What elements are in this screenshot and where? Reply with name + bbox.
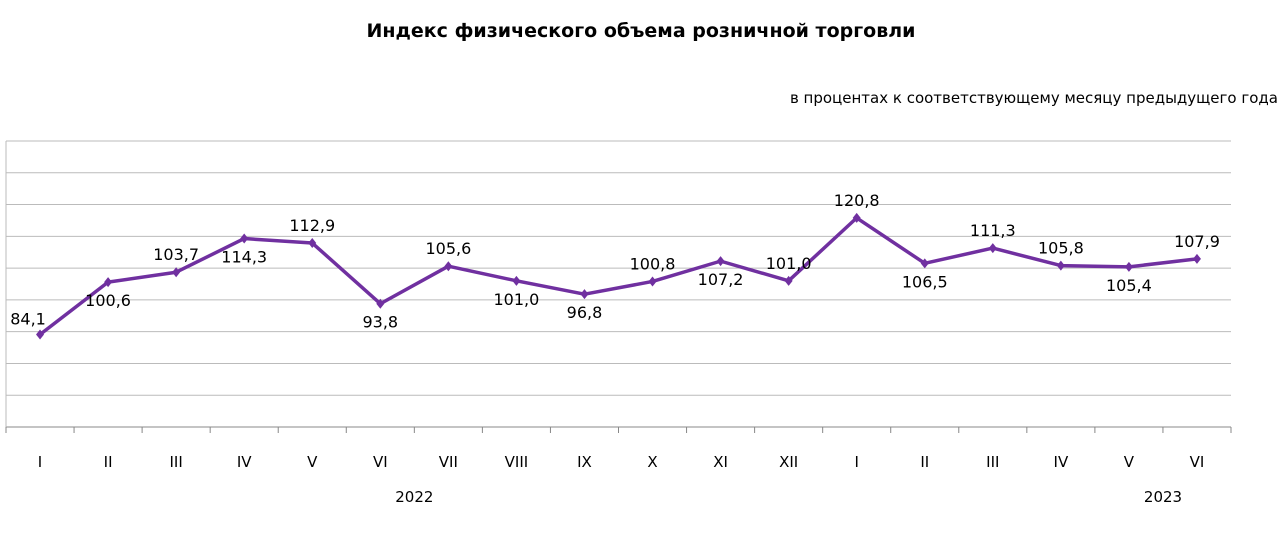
- data-label: 84,1: [10, 310, 46, 329]
- x-tick-label: VIII: [505, 453, 529, 471]
- chart-title: Индекс физического объема розничной торг…: [366, 20, 916, 42]
- data-label: 105,6: [425, 239, 471, 258]
- x-tick-label: II: [104, 453, 113, 471]
- x-tick-label: VII: [439, 453, 458, 471]
- data-point: [308, 238, 317, 249]
- chart-subtitle: в процентах к соответствующему месяцу пр…: [789, 89, 1278, 107]
- year-label: 2023: [1144, 488, 1182, 506]
- data-point: [784, 275, 793, 286]
- data-point: [1192, 253, 1201, 264]
- data-label: 120,8: [834, 191, 880, 210]
- data-point: [104, 277, 113, 288]
- data-label: 100,6: [85, 291, 131, 310]
- data-label: 103,7: [153, 245, 199, 264]
- data-point: [920, 258, 929, 269]
- x-tick-label: IV: [237, 453, 252, 471]
- x-tick-label: VI: [1190, 453, 1205, 471]
- data-point: [444, 261, 453, 272]
- x-tick-label: V: [307, 453, 318, 471]
- data-label: 106,5: [902, 272, 948, 291]
- data-label: 100,8: [630, 254, 676, 273]
- data-point: [1124, 261, 1133, 272]
- x-tick-label: IX: [577, 453, 592, 471]
- data-label: 105,4: [1106, 276, 1152, 295]
- data-point: [36, 329, 45, 340]
- data-point: [1056, 260, 1065, 271]
- data-point: [852, 212, 861, 223]
- data-point: [580, 289, 589, 300]
- data-point: [512, 275, 521, 286]
- data-label: 101,0: [494, 290, 540, 309]
- series-line: [38, 216, 1198, 336]
- data-label: 93,8: [362, 313, 398, 332]
- data-point: [240, 233, 249, 244]
- x-tick-label: VI: [373, 453, 388, 471]
- x-tick-label: XI: [713, 453, 728, 471]
- year-label: 2022: [395, 488, 433, 506]
- data-point: [172, 267, 181, 278]
- data-label: 107,9: [1174, 232, 1220, 251]
- x-tick-label: V: [1124, 453, 1135, 471]
- data-point: [376, 298, 385, 309]
- data-label: 107,2: [698, 270, 744, 289]
- data-label: 96,8: [567, 303, 603, 322]
- data-label: 105,8: [1038, 239, 1084, 258]
- data-label: 111,3: [970, 221, 1016, 240]
- x-tick-label: IV: [1054, 453, 1069, 471]
- x-tick-label: XII: [779, 453, 798, 471]
- x-tick-label: III: [986, 453, 999, 471]
- data-point: [648, 276, 657, 287]
- data-label: 114,3: [221, 248, 267, 267]
- x-tick-label: I: [854, 453, 858, 471]
- x-tick-label: I: [38, 453, 42, 471]
- data-label: 101,0: [766, 254, 812, 273]
- x-tick-label: II: [920, 453, 929, 471]
- x-tick-label: X: [647, 453, 657, 471]
- data-point: [988, 243, 997, 254]
- x-tick-label: III: [169, 453, 182, 471]
- data-point: [716, 256, 725, 267]
- data-label: 112,9: [289, 216, 335, 235]
